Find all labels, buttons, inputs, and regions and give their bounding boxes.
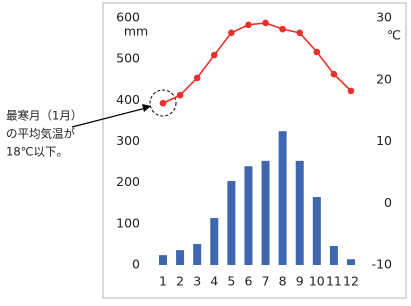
point	[159, 99, 167, 107]
x-tick-label: 12	[343, 274, 359, 289]
annotation-circle	[149, 89, 177, 117]
y2-tick-label: 20	[376, 71, 392, 86]
y-tick-label: 0	[132, 257, 140, 272]
x-tick-label: 9	[296, 274, 304, 289]
x-tick-label: 4	[210, 274, 218, 289]
point	[210, 51, 218, 59]
bar	[347, 259, 355, 265]
x-tick-label: 10	[309, 274, 325, 289]
y-tick-label: 100	[116, 215, 140, 230]
y2-tick-label: -10	[372, 257, 392, 272]
bar	[312, 197, 321, 265]
x-tick-label: 11	[326, 274, 342, 289]
x-tick-label: 8	[279, 274, 287, 289]
annotation-arrowhead	[142, 104, 151, 112]
annotation-line: 18℃以下。	[6, 145, 68, 159]
x-tick-label: 2	[176, 274, 184, 289]
line	[162, 22, 352, 104]
bar	[244, 166, 253, 265]
y-axis-label: mm	[124, 24, 148, 39]
point	[296, 29, 304, 37]
point	[313, 48, 321, 56]
point	[245, 21, 252, 29]
annotation-line: の平均気温が	[6, 127, 75, 141]
y-tick-label: 600	[116, 10, 140, 25]
x-tick-label: 6	[244, 274, 252, 289]
y-tick-label: 500	[116, 51, 140, 66]
bar	[159, 255, 167, 265]
x-tick-label: 1	[159, 274, 167, 289]
bar	[193, 244, 202, 265]
bar	[278, 131, 287, 265]
point	[347, 87, 355, 95]
annotation-arrow	[71, 107, 147, 128]
y2-tick-label: 30	[376, 10, 392, 25]
x-tick-label: 5	[227, 274, 235, 289]
y2-tick-label: 0	[384, 195, 392, 210]
chart-frame	[102, 2, 407, 299]
point	[176, 91, 184, 99]
y-tick-label: 200	[116, 174, 140, 189]
annotation-line: 最寒月（1月）	[6, 109, 82, 123]
bar	[210, 218, 219, 265]
point	[330, 70, 338, 78]
point	[193, 74, 201, 82]
y-tick-label: 400	[116, 92, 140, 107]
point	[262, 19, 269, 27]
point	[228, 29, 235, 37]
bar	[227, 181, 236, 265]
x-tick-label: 7	[262, 274, 270, 289]
y2-tick-label: 10	[376, 133, 392, 148]
bar	[295, 160, 304, 265]
x-tick-label: 3	[193, 274, 201, 289]
bar	[329, 246, 338, 265]
y-tick-label: 300	[116, 133, 140, 148]
bar	[176, 250, 185, 265]
y2-axis-label: ℃	[387, 28, 401, 43]
bar	[261, 160, 270, 265]
point	[279, 25, 286, 33]
